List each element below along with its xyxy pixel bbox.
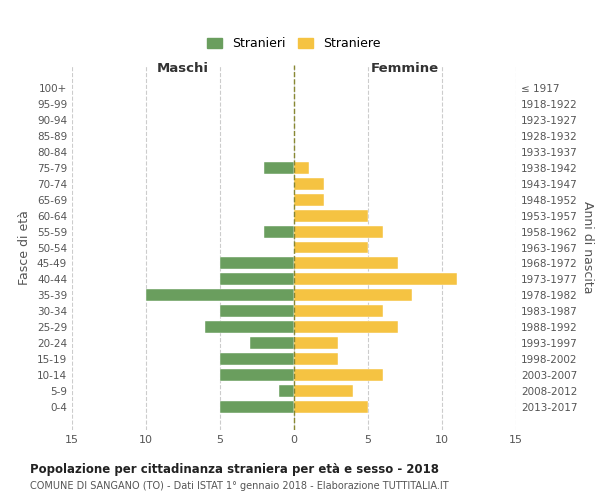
Bar [294,178,323,190]
Bar [294,274,457,285]
Y-axis label: Anni di nascita: Anni di nascita [581,201,594,294]
Bar [294,402,368,413]
Bar [220,274,294,285]
Bar [294,226,383,237]
Bar [220,258,294,270]
Bar [265,162,294,173]
Bar [294,322,398,334]
Y-axis label: Fasce di età: Fasce di età [19,210,31,285]
Bar [265,226,294,237]
Bar [294,386,353,398]
Bar [294,370,383,382]
Bar [294,354,338,366]
Bar [220,306,294,318]
Bar [294,306,383,318]
Bar [205,322,294,334]
Legend: Stranieri, Straniere: Stranieri, Straniere [201,31,387,56]
Bar [294,242,368,254]
Text: Femmine: Femmine [371,62,439,75]
Bar [220,354,294,366]
Bar [220,370,294,382]
Bar [294,338,338,349]
Bar [250,338,294,349]
Text: Popolazione per cittadinanza straniera per età e sesso - 2018: Popolazione per cittadinanza straniera p… [30,462,439,475]
Bar [220,402,294,413]
Bar [146,290,294,302]
Text: COMUNE DI SANGANO (TO) - Dati ISTAT 1° gennaio 2018 - Elaborazione TUTTITALIA.IT: COMUNE DI SANGANO (TO) - Dati ISTAT 1° g… [30,481,449,491]
Text: Maschi: Maschi [157,62,209,75]
Bar [294,210,368,222]
Bar [279,386,294,398]
Bar [294,194,323,205]
Bar [294,258,398,270]
Bar [294,290,412,302]
Bar [294,162,309,173]
